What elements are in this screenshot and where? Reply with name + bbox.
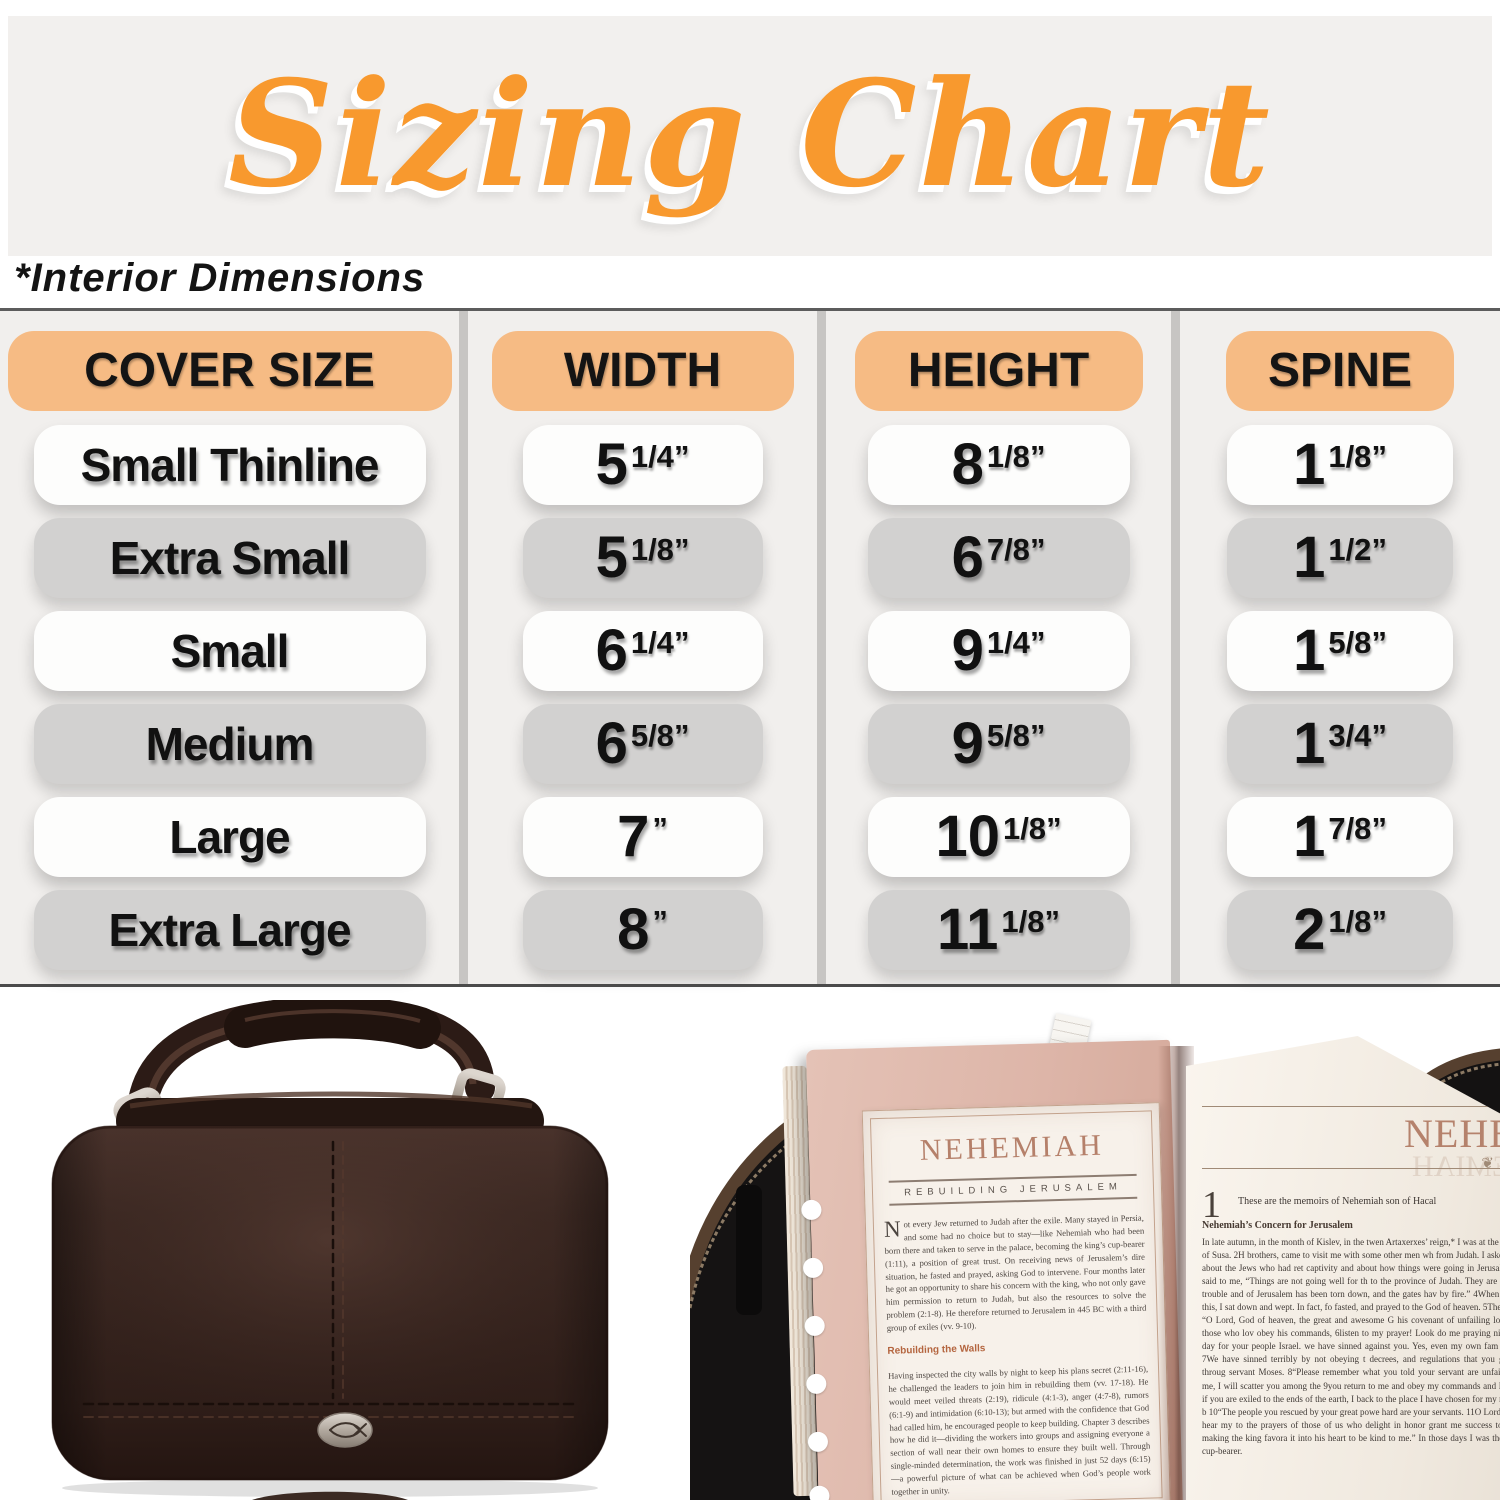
height-value: 95/8” (867, 704, 1130, 784)
width-value: 65/8” (522, 704, 763, 784)
height-value: 91/4” (867, 611, 1130, 691)
section-heading-walls: Rebuilding the Walls (887, 1343, 986, 1357)
divider-line-top (0, 308, 1500, 311)
spine-value: 17/8” (1227, 797, 1453, 877)
verse-first-line: These are the memoirs of Nehemiah son of… (1238, 1196, 1437, 1207)
spine-value: 21/8” (1227, 890, 1453, 970)
ichthys-badge (317, 1412, 373, 1448)
spine-value: 11/8” (1227, 425, 1453, 505)
sizing-table: COVER SIZE WIDTH HEIGHT SPINE Small Thin… (0, 311, 1500, 984)
column-header-cover-size: COVER SIZE (7, 331, 452, 411)
column-divider (817, 311, 826, 984)
bible-right-page: ❦ NEHEMIAH NEHEMIAH ❦ 1 These are the me… (1186, 1036, 1500, 1500)
cover-body (51, 1125, 609, 1481)
spine-value: 15/8” (1227, 611, 1453, 691)
ornament-icon: ❦ (1481, 1155, 1498, 1172)
width-value: 7” (522, 797, 763, 877)
table-row-large: Large 7” 101/8” 17/8” (0, 797, 1500, 879)
book-title: NEHEMIAH (919, 1128, 1105, 1167)
table-row-medium: Medium 65/8” 95/8” 13/4” (0, 704, 1500, 786)
height-value: 67/8” (867, 518, 1130, 598)
width-value: 8” (522, 890, 763, 970)
page-protector-dot (806, 1373, 827, 1395)
passage-heading: Nehemiah’s Concern for Jerusalem (1202, 1220, 1353, 1231)
width-value: 51/4” (522, 425, 763, 505)
divider-line-bottom (0, 984, 1500, 987)
row-label: Extra Large (33, 890, 426, 970)
column-divider (459, 311, 468, 984)
bible-cover-illustration (51, 996, 609, 1500)
spine-value: 11/2” (1227, 518, 1453, 598)
table-row-extra-large: Extra Large 8” 111/8” 21/8” (0, 890, 1500, 972)
title-banner: Sizing Chart (8, 16, 1492, 256)
column-header-spine: SPINE (1226, 331, 1454, 411)
table-row-extra-small: Extra Small 51/8” 67/8” 11/2” (0, 518, 1500, 600)
page-protector-dot (809, 1485, 830, 1500)
walls-paragraph: Having inspected the city walls by night… (887, 1363, 1152, 1497)
column-header-width: WIDTH (491, 331, 794, 411)
spine-value: 13/4” (1227, 704, 1453, 784)
height-value: 111/8” (867, 890, 1130, 970)
bag-handle (127, 996, 495, 1123)
row-label: Extra Small (33, 518, 426, 598)
book-intro-panel: NEHEMIAH REBUILDING JERUSALEM Not every … (861, 1102, 1171, 1500)
height-value: 81/8” (867, 425, 1130, 505)
width-value: 61/4” (522, 611, 763, 691)
row-label: Medium (33, 704, 426, 784)
interior-dimensions-note: *Interior Dimensions (14, 256, 426, 300)
row-label: Small Thinline (33, 425, 426, 505)
second-item-sliver (252, 1491, 408, 1500)
row-label: Small (33, 611, 426, 691)
zipper-teeth (690, 1072, 1137, 1309)
page-protector-dot (801, 1199, 822, 1221)
running-head: NEHEMIAH (1404, 1111, 1500, 1156)
row-label: Large (33, 797, 426, 877)
header-row: COVER SIZE WIDTH HEIGHT SPINE (0, 331, 1500, 413)
bible-left-page: NEHEMIAH REBUILDING JERUSALEM Not every … (801, 1039, 1183, 1500)
page-protector-dot (804, 1315, 825, 1337)
page-protector-dot (807, 1431, 829, 1453)
passage-body: In late autumn, in the month of Kislev, … (1202, 1237, 1500, 1456)
interior-strap (736, 1185, 762, 1315)
intro-paragraph: Not every Jew returned to Judah after th… (883, 1212, 1147, 1333)
book-subtitle: REBUILDING JERUSALEM (888, 1173, 1138, 1206)
table-row-small-thinline: Small Thinline 51/4” 81/8” 11/8” (0, 425, 1500, 507)
chapter-number: 1 (1202, 1184, 1221, 1226)
photo-bible-cover-open: NEHEMIAH REBUILDING JERUSALEM Not every … (690, 1000, 1500, 1500)
width-value: 51/8” (522, 518, 763, 598)
column-divider (1171, 311, 1180, 984)
page-title: Sizing Chart (228, 49, 1272, 220)
table-row-small: Small 61/4” 91/4” 15/8” (0, 611, 1500, 693)
column-header-height: HEIGHT (854, 331, 1143, 411)
header-rule (1202, 1106, 1500, 1107)
page-protector-dot (802, 1257, 824, 1279)
photo-bible-cover-front (0, 996, 660, 1500)
header-rule (1202, 1168, 1500, 1169)
ichthys-fish-icon (329, 1422, 367, 1438)
height-value: 101/8” (867, 797, 1130, 877)
